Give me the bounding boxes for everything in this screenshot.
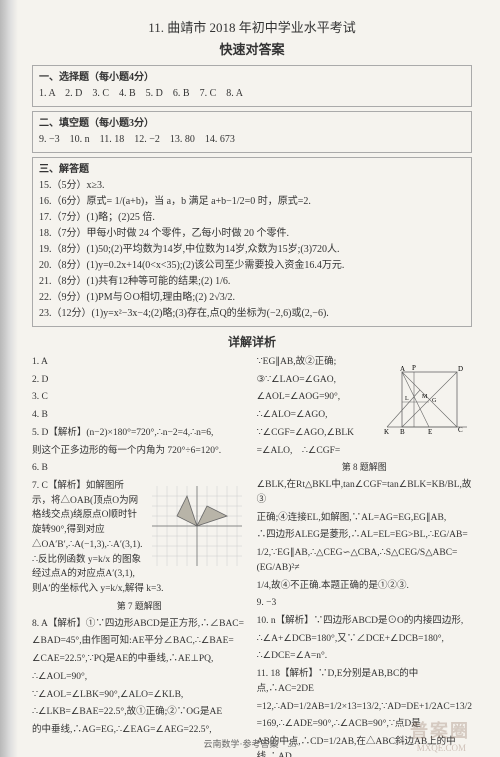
r10: 1/2,∵EG∥AB,∴△CEG∽△CBA,∴S△CEG/S△ABC=(EG/A… bbox=[257, 546, 472, 575]
a6: 6. B bbox=[32, 461, 247, 476]
q15: 15.（5分）x≥3. bbox=[39, 178, 465, 194]
a8c: ∠CAE=22.5°,∵PQ是AE的中垂线,∴AE⊥PQ, bbox=[32, 652, 247, 667]
r16: 11. 18【解析】∵D,E分别是AB,BC的中点,∴AC=2DE bbox=[257, 667, 472, 696]
section-3-heading: 三、解答题 bbox=[39, 162, 465, 178]
right-column: A D C B K P E M L G ∵EG∥AB,故②正确; ③∵∠LAO=… bbox=[257, 355, 472, 757]
svg-text:M: M bbox=[422, 394, 428, 400]
a8d: ∴∠AOL=90°, bbox=[32, 670, 247, 685]
figure-7 bbox=[147, 481, 247, 571]
q16: 16.（6分）原式= 1/(a+b)，当 a，b 满足 a+b−1/2=0 时，… bbox=[39, 194, 465, 210]
a3: 3. C bbox=[32, 390, 247, 405]
q17: 17.（7分）(1)略；(2)25 倍. bbox=[39, 210, 465, 226]
r11: 1/4,故④不正确.本题正确的是①②③. bbox=[257, 579, 472, 594]
svg-text:G: G bbox=[432, 398, 437, 404]
detail-columns: 1. A 2. D 3. C 4. B 5. D【解析】(n−2)×180°=7… bbox=[32, 355, 472, 757]
r8: 正确;④连接EL,如解图,∵AL=AG=EG,EG∥AB, bbox=[257, 511, 472, 526]
svg-text:L: L bbox=[405, 396, 409, 402]
svg-text:D: D bbox=[458, 365, 463, 373]
q22: 22.（9分）(1)PM与⊙O相切,理由略;(2) 2√3/2. bbox=[39, 290, 465, 306]
page-footer: 云南数学·参考答案 35 bbox=[0, 738, 500, 752]
svg-text:B: B bbox=[400, 428, 405, 436]
page-title: 11. 曲靖市 2018 年初中学业水平考试 bbox=[32, 18, 472, 38]
exam-page: 11. 曲靖市 2018 年初中学业水平考试 快速对答案 一、选择题（每小题4分… bbox=[0, 0, 500, 757]
r14: ∴∠A+∠DCB=180°,又∵∠DCE+∠DCB=180°, bbox=[257, 632, 472, 647]
left-column: 1. A 2. D 3. C 4. B 5. D【解析】(n−2)×180°=7… bbox=[32, 355, 247, 757]
svg-text:C: C bbox=[458, 426, 463, 434]
svg-text:K: K bbox=[384, 428, 389, 436]
a8g: 的中垂线,∴AG=EG,∴∠EAG=∠AEG=22.5°, bbox=[32, 723, 247, 738]
page-subtitle: 快速对答案 bbox=[32, 40, 472, 60]
a5b: 则这个正多边形的每一个内角为 720°÷6=120°. bbox=[32, 444, 247, 459]
a8b: ∠BAD=45°,由作图可知:AE平分∠BAC,∴∠BAE= bbox=[32, 634, 247, 649]
r12: 9. −3 bbox=[257, 596, 472, 611]
a4: 4. B bbox=[32, 408, 247, 423]
fig8-caption: 第 8 题解图 bbox=[257, 461, 472, 475]
q23: 23.（12分）(1)y=x²−3x−4;(2)略;(3)存在,点Q的坐标为(−… bbox=[39, 306, 465, 322]
r15: ∴∠DCE=∠A=n°. bbox=[257, 649, 472, 664]
section-2-answers: 9. −3 10. n 11. 18 12. −2 13. 80 14. 673 bbox=[39, 132, 465, 148]
a8e: ∵∠AOL=∠LBK=90°,∠ALO=∠KLB, bbox=[32, 688, 247, 703]
a8f: ∴∠LKB=∠BAE=22.5°,故①正确;②∵OG是AE bbox=[32, 705, 247, 720]
q19: 19.（8分）(1)50;(2)平均数为14岁,中位数为14岁,众数为15岁;(… bbox=[39, 242, 465, 258]
svg-text:E: E bbox=[428, 428, 432, 436]
detail-title: 详解详析 bbox=[32, 333, 472, 351]
section-1-heading: 一、选择题（每小题4分） bbox=[39, 70, 465, 86]
a2: 2. D bbox=[32, 373, 247, 388]
section-1-box: 一、选择题（每小题4分） 1. A 2. D 3. C 4. B 5. D 6.… bbox=[32, 65, 472, 107]
section-2-box: 二、填空题（每小题3分） 9. −3 10. n 11. 18 12. −2 1… bbox=[32, 111, 472, 153]
section-1-answers: 1. A 2. D 3. C 4. B 5. D 6. B 7. C 8. A bbox=[39, 86, 465, 102]
q21: 21.（8分）(1)共有12种等可能的结果;(2) 1/6. bbox=[39, 274, 465, 290]
q20: 20.（8分）(1)y=0.2x+14(0<x<35);(2)该公司至少需要投入… bbox=[39, 258, 465, 274]
figure-8: A D C B K P E M L G bbox=[372, 357, 472, 447]
q18: 18.（7分）甲每小时做 24 个零件，乙每小时做 20 个零件. bbox=[39, 226, 465, 242]
r13: 10. n【解析】∵四边形ABCD是⊙O的内接四边形, bbox=[257, 614, 472, 629]
r17: =12,∴AD=1/2AB=1/2×13=13/2,∵AD=DE+1/2AC=1… bbox=[257, 700, 472, 715]
section-2-heading: 二、填空题（每小题3分） bbox=[39, 116, 465, 132]
a1: 1. A bbox=[32, 355, 247, 370]
fig7-caption: 第 7 题解图 bbox=[32, 600, 247, 614]
svg-text:A: A bbox=[400, 365, 405, 373]
a5: 5. D【解析】(n−2)×180°=720°,∴n−2=4,∴n=6, bbox=[32, 426, 247, 441]
section-3-box: 三、解答题 15.（5分）x≥3. 16.（6分）原式= 1/(a+b)，当 a… bbox=[32, 157, 472, 327]
svg-text:P: P bbox=[412, 364, 416, 372]
r9: ∴四边形ALEG是菱形,∴AL=EL=EG>BL,∴EG/AB= bbox=[257, 528, 472, 543]
a8a: 8. A【解析】①∵四边形ABCD是正方形,∴∠BAC= bbox=[32, 617, 247, 632]
r7: ∠BLK,在Rt△BKL中,tan∠CGF=tan∠BLK=KB/BL,故③ bbox=[257, 478, 472, 507]
